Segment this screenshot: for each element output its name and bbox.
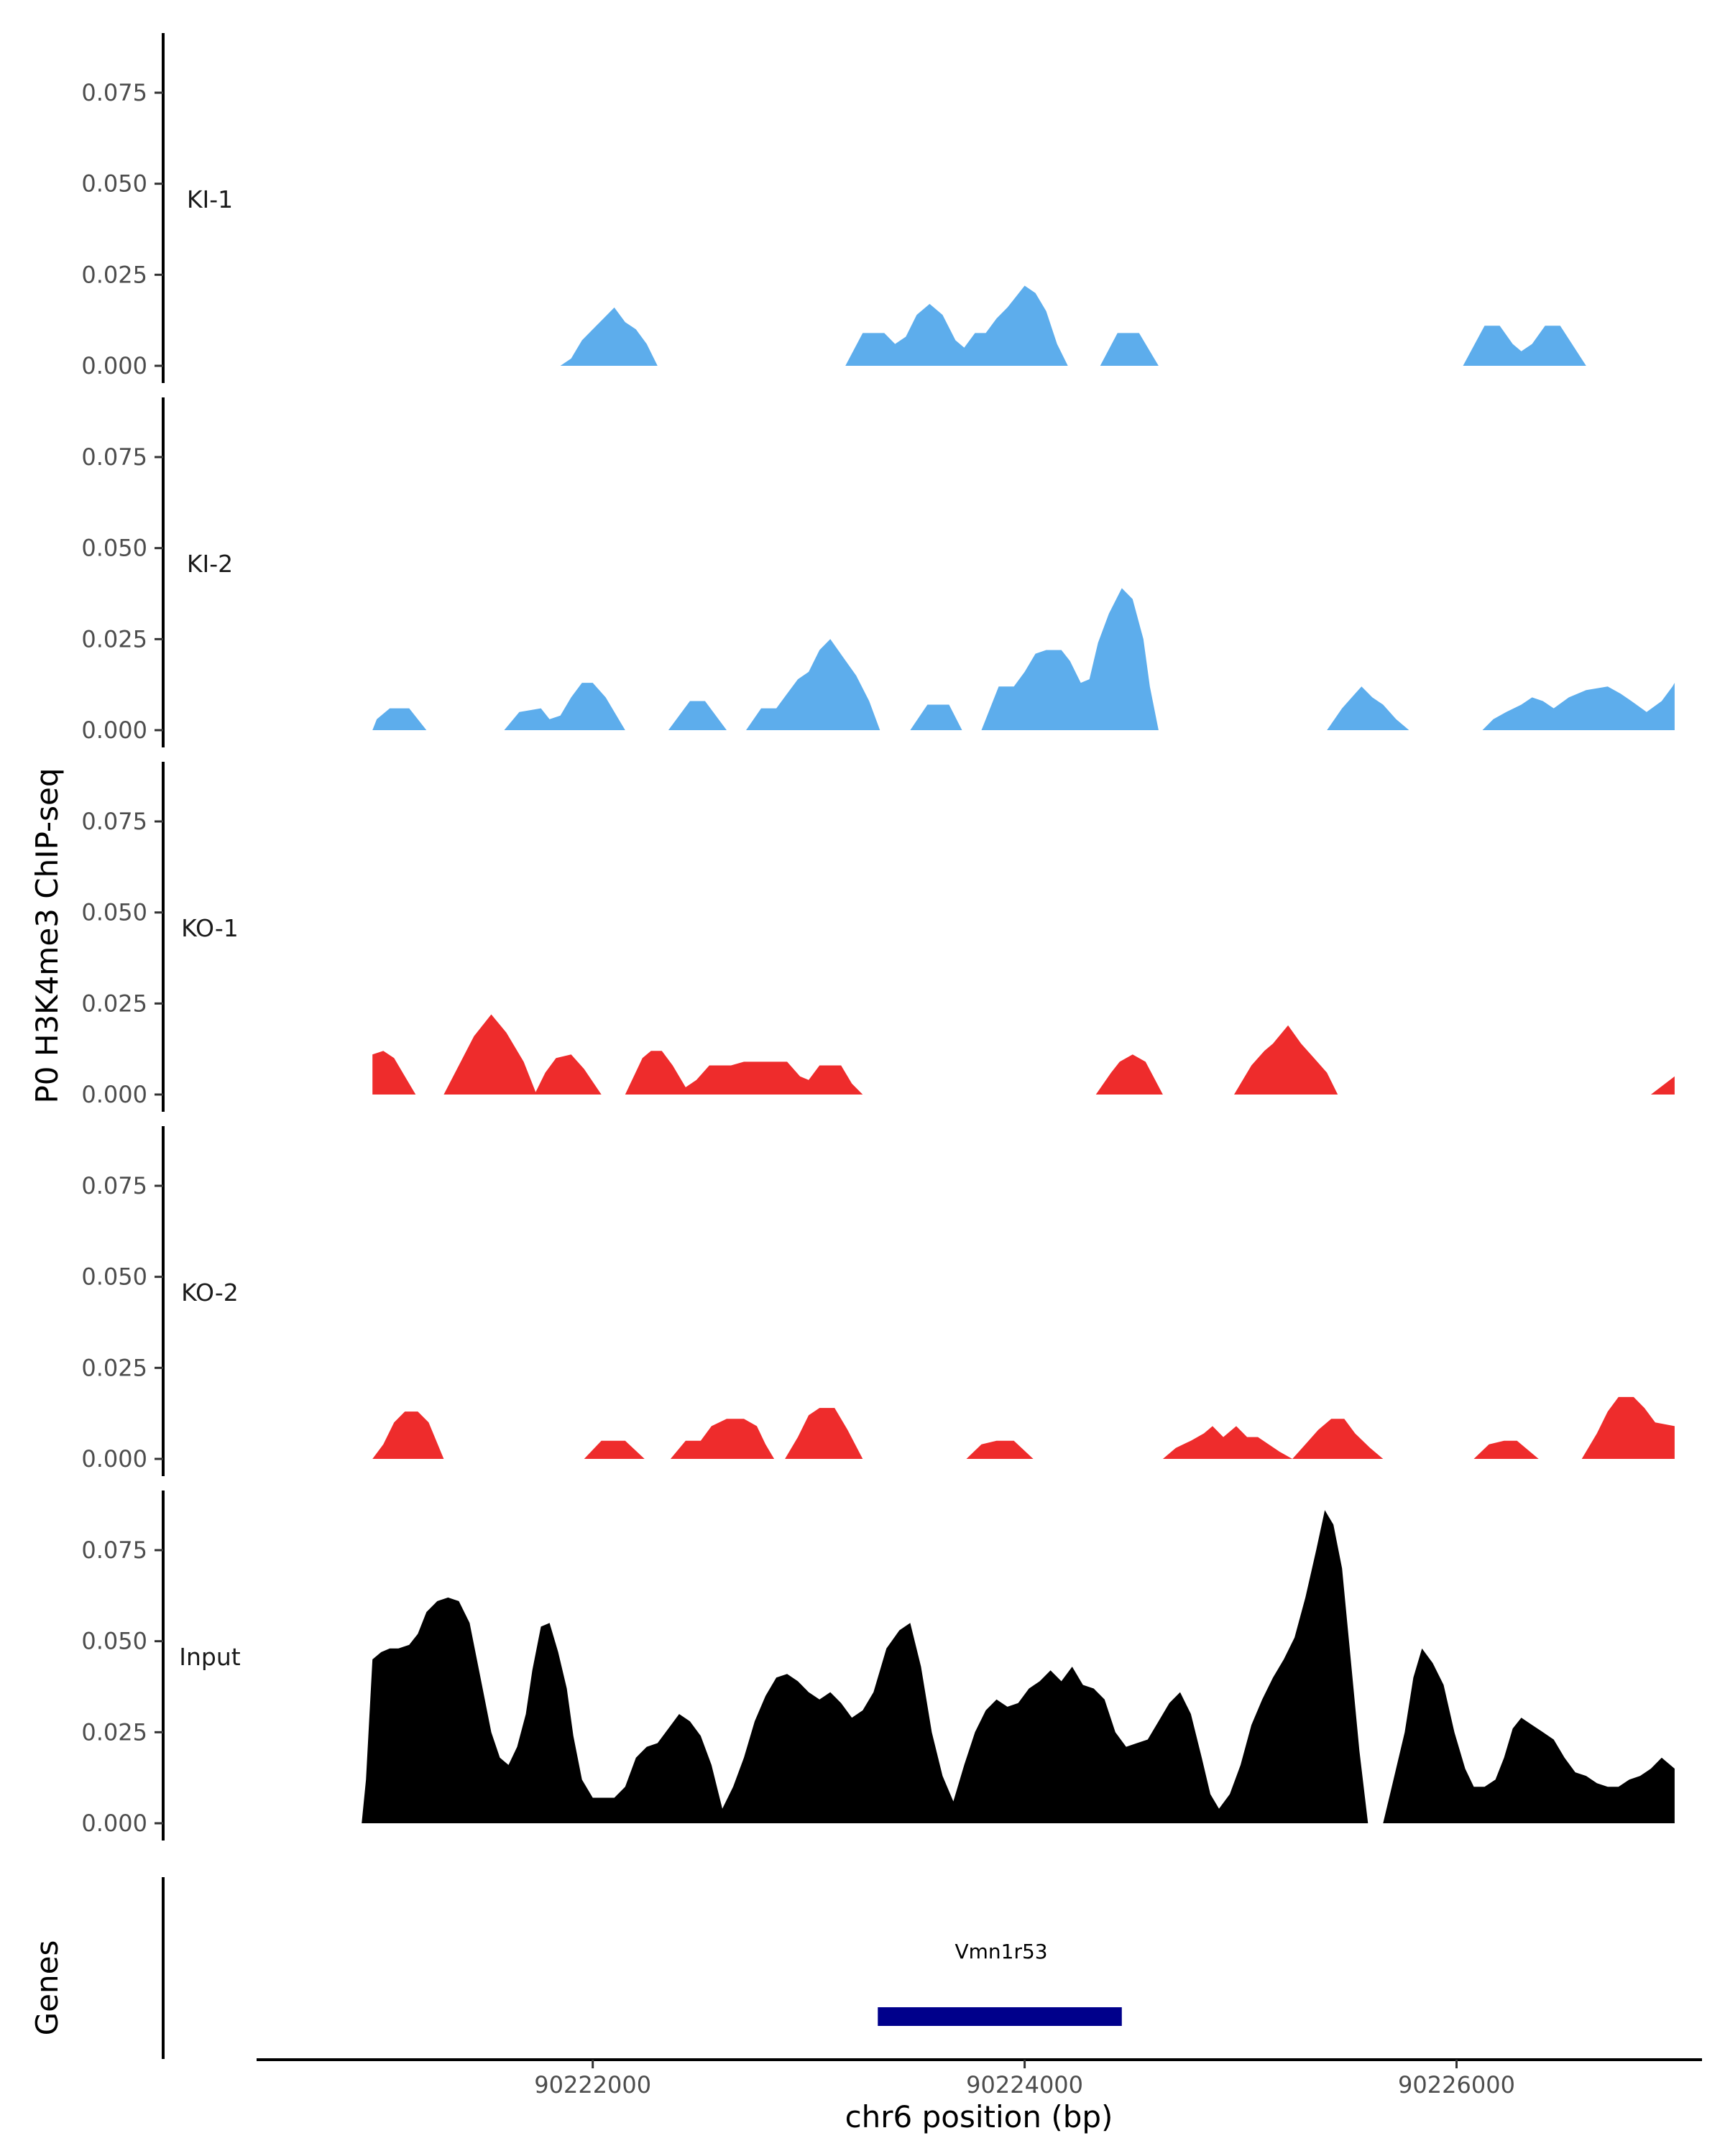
panel-ki-1: 0.000 0.025 0.050 0.075 KI-1: [81, 33, 1586, 383]
y-tick-label: 0.025: [81, 1354, 147, 1381]
y-tick-label: 0.025: [81, 1718, 147, 1746]
x-axis: 90222000 90224000 90226000: [257, 2058, 1702, 2099]
x-tick-label: 90224000: [966, 2071, 1083, 2099]
panel-ko-1: 0.000 0.025 0.050 0.075 KO-1: [81, 762, 1675, 1112]
track-label: KO-2: [181, 1279, 239, 1307]
signal-area-ko-2: [372, 1396, 1675, 1459]
signal-area-ki-1: [560, 285, 1586, 366]
track-label: Input: [179, 1643, 241, 1671]
y-tick-label: 0.050: [81, 1263, 147, 1291]
track-label: KO-1: [181, 914, 239, 942]
y-tick-label: 0.075: [81, 79, 147, 106]
x-axis-title: chr6 position (bp): [845, 2099, 1113, 2134]
gene-bar: [878, 2007, 1122, 2026]
y-tick-label: 0.050: [81, 170, 147, 198]
panel-ko-2: 0.000 0.025 0.050 0.075 KO-2: [81, 1126, 1675, 1476]
signal-panels: 0.0000.0250.0500.075KI-10.0000.0250.0500…: [81, 33, 1675, 1841]
y-tick-label: 0.050: [81, 1628, 147, 1655]
x-tick-label: 90222000: [534, 2071, 651, 2099]
y-tick-label: 0.075: [81, 443, 147, 471]
x-tick-label: 90226000: [1398, 2071, 1515, 2099]
panel-ki-2: 0.000 0.025 0.050 0.075 KI-2: [81, 397, 1675, 747]
y-tick-label: 0.000: [81, 1081, 147, 1108]
y-axis-title: P0 H3K4me3 ChIP-seq: [29, 768, 65, 1103]
y-tick-label: 0.025: [81, 990, 147, 1017]
genes-track-label: Genes: [29, 1940, 65, 2036]
panel-input: 0.000 0.025 0.050 0.075 Input: [81, 1491, 1675, 1841]
signal-area-ki-2: [372, 588, 1675, 730]
track-label: KI-1: [187, 185, 233, 213]
y-tick-label: 0.000: [81, 717, 147, 744]
gene-name-label: Vmn1r53: [954, 1940, 1047, 1963]
y-tick-label: 0.075: [81, 1537, 147, 1564]
y-tick-label: 0.025: [81, 261, 147, 288]
y-tick-label: 0.000: [81, 352, 147, 379]
y-tick-label: 0.000: [81, 1445, 147, 1473]
y-tick-label: 0.075: [81, 1172, 147, 1199]
y-tick-label: 0.050: [81, 535, 147, 562]
y-tick-label: 0.025: [81, 625, 147, 653]
y-tick-label: 0.075: [81, 808, 147, 835]
signal-area-input: [362, 1510, 1675, 1823]
track-label: KI-2: [187, 550, 233, 578]
y-tick-label: 0.050: [81, 899, 147, 926]
genes-track: Genes Vmn1r53: [29, 1877, 1122, 2059]
signal-area-ko-1: [372, 1014, 1675, 1095]
y-tick-label: 0.000: [81, 1810, 147, 1837]
